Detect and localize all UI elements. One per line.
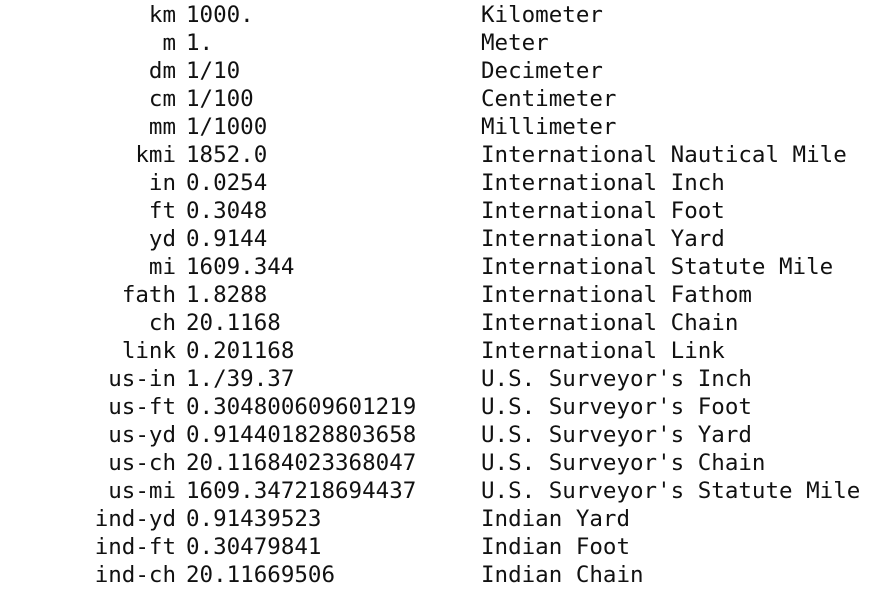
unit-row: m 1. Meter (0, 29, 891, 57)
unit-conversion-factor: 1609.344 (186, 254, 295, 280)
unit-conversion-factor: 0.0254 (186, 170, 268, 196)
unit-row: in 0.0254 International Inch (0, 169, 891, 197)
unit-full-name: U.S. Surveyor's Yard (481, 422, 752, 448)
unit-row: km 1000. Kilometer (0, 1, 891, 29)
unit-abbreviation: us-ft (108, 394, 176, 420)
unit-full-name: International Fathom (481, 282, 752, 308)
unit-conversion-factor: 0.9144 (186, 226, 268, 252)
unit-conversion-factor: 1./39.37 (186, 366, 295, 392)
unit-abbreviation: m (162, 30, 176, 56)
unit-conversion-factor: 0.3048 (186, 198, 268, 224)
unit-full-name: Indian Chain (481, 562, 644, 588)
unit-abbreviation: cm (148, 86, 176, 112)
unit-abbreviation: us-in (108, 366, 176, 392)
unit-conversion-factor: 20.1168 (186, 310, 281, 336)
unit-row: kmi 1852.0 International Nautical Mile (0, 141, 891, 169)
unit-row: mi 1609.344 International Statute Mile (0, 253, 891, 281)
unit-row: us-in 1./39.37 U.S. Surveyor's Inch (0, 365, 891, 393)
unit-conversion-factor: 0.914401828803658 (186, 422, 417, 448)
unit-full-name: Millimeter (481, 114, 617, 140)
unit-abbreviation: fath (121, 282, 176, 308)
unit-conversion-factor: 0.304800609601219 (186, 394, 417, 420)
unit-abbreviation: us-yd (108, 422, 176, 448)
unit-row: us-ft 0.304800609601219 U.S. Surveyor's Fo… (0, 393, 891, 421)
unit-row: dm 1/10 Decimeter (0, 57, 891, 85)
unit-full-name: International Statute Mile (481, 254, 834, 280)
unit-conversion-factor: 0.30479841 (186, 534, 322, 560)
unit-conversion-factor: 1/100 (186, 86, 254, 112)
unit-abbreviation: dm (148, 58, 176, 84)
unit-full-name: International Yard (481, 226, 725, 252)
unit-row: us-ch 20.11684023368047 U.S. Surveyor's Ch… (0, 449, 891, 477)
unit-row: us-yd 0.914401828803658 U.S. Surveyor's Ya… (0, 421, 891, 449)
unit-full-name: Meter (481, 30, 549, 56)
unit-conversion-factor: 1.8288 (186, 282, 268, 308)
unit-conversion-factor: 20.11669506 (186, 562, 336, 588)
unit-row: link 0.201168 International Link (0, 337, 891, 365)
unit-abbreviation: ind-ch (94, 562, 176, 588)
unit-abbreviation: yd (148, 226, 176, 252)
unit-full-name: U.S. Surveyor's Inch (481, 366, 752, 392)
unit-row: ind-ft 0.30479841 Indian Foot (0, 533, 891, 561)
unit-full-name: U.S. Surveyor's Statute Mile (481, 478, 861, 504)
unit-conversion-factor: 1. (186, 30, 214, 56)
unit-full-name: International Link (481, 338, 725, 364)
unit-full-name: Decimeter (481, 58, 603, 84)
unit-full-name: International Foot (481, 198, 725, 224)
unit-row: mm 1/1000 Millimeter (0, 113, 891, 141)
unit-abbreviation: us-mi (108, 478, 176, 504)
unit-abbreviation: kmi (135, 142, 176, 168)
unit-abbreviation: us-ch (108, 450, 176, 476)
unit-full-name: Centimeter (481, 86, 617, 112)
unit-conversion-factor: 1609.347218694437 (186, 478, 417, 504)
unit-abbreviation: link (121, 338, 176, 364)
unit-row: yd 0.9144 International Yard (0, 225, 891, 253)
unit-abbreviation: mm (148, 114, 176, 140)
unit-conversion-factor: 0.91439523 (186, 506, 322, 532)
unit-full-name: International Chain (481, 310, 739, 336)
unit-row: ch 20.1168 International Chain (0, 309, 891, 337)
unit-abbreviation: ft (148, 198, 176, 224)
unit-row: ft 0.3048 International Foot (0, 197, 891, 225)
unit-full-name: International Nautical Mile (481, 142, 847, 168)
unit-abbreviation: mi (148, 254, 176, 280)
unit-full-name: International Inch (481, 170, 725, 196)
unit-row: ind-ch 20.11669506 Indian Chain (0, 561, 891, 589)
unit-conversion-factor: 20.11684023368047 (186, 450, 417, 476)
unit-abbreviation: ind-yd (94, 506, 176, 532)
unit-abbreviation: km (148, 2, 176, 28)
unit-conversion-factor: 1000. (186, 2, 254, 28)
unit-row: us-mi 1609.347218694437 U.S. Surveyor's St… (0, 477, 891, 505)
unit-row: ind-yd 0.91439523 Indian Yard (0, 505, 891, 533)
unit-full-name: U.S. Surveyor's Chain (481, 450, 766, 476)
unit-abbreviation: ind-ft (94, 534, 176, 560)
unit-full-name: Indian Foot (481, 534, 631, 560)
unit-conversion-factor: 1/1000 (186, 114, 268, 140)
unit-full-name: U.S. Surveyor's Foot (481, 394, 752, 420)
unit-row: fath 1.8288 International Fathom (0, 281, 891, 309)
unit-full-name: Kilometer (481, 2, 603, 28)
unit-row: cm 1/100 Centimeter (0, 85, 891, 113)
unit-abbreviation: in (148, 170, 176, 196)
unit-conversion-factor: 1/10 (186, 58, 241, 84)
unit-conversion-factor: 1852.0 (186, 142, 268, 168)
unit-conversion-factor: 0.201168 (186, 338, 295, 364)
unit-abbreviation: ch (148, 310, 176, 336)
unit-full-name: Indian Yard (481, 506, 631, 532)
